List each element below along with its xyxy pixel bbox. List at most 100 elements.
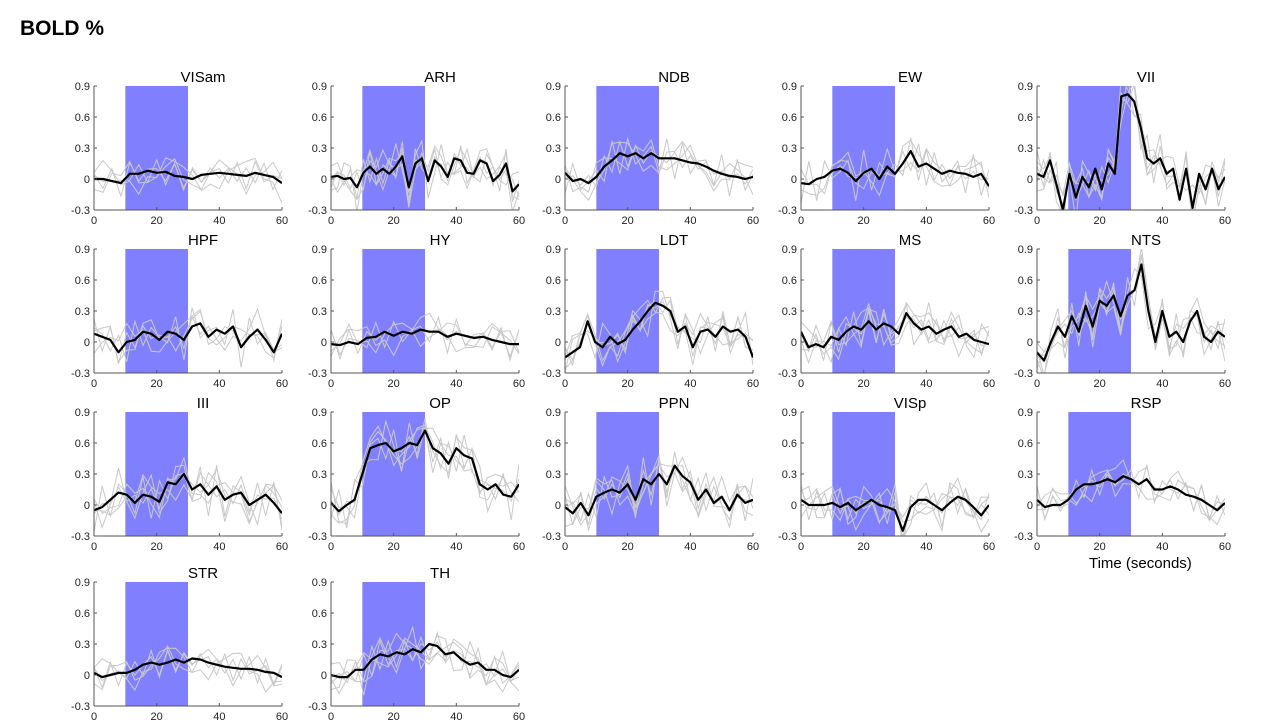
x-tick-label: 20 xyxy=(388,378,400,390)
x-tick-label: 40 xyxy=(1156,378,1168,390)
x-tick-label: 0 xyxy=(1034,215,1040,227)
x-tick-label: 40 xyxy=(213,378,225,390)
trial-line xyxy=(94,647,282,693)
trial-line xyxy=(565,463,753,532)
y-tick-label: 0.9 xyxy=(782,81,797,93)
y-tick-label: 0 xyxy=(84,500,90,512)
y-tick-label: 0 xyxy=(1027,337,1033,349)
y-tick-label: 0.6 xyxy=(546,112,561,124)
y-tick-label: 0.6 xyxy=(782,438,797,450)
x-tick-label: 20 xyxy=(1094,378,1106,390)
y-tick-label: 0.9 xyxy=(75,81,90,93)
trial-line xyxy=(801,484,989,536)
trial-line xyxy=(331,637,519,695)
y-tick-label: -0.3 xyxy=(1014,205,1033,217)
panel-title: HY xyxy=(430,232,451,249)
x-tick-label: 40 xyxy=(920,215,932,227)
x-tick-label: 0 xyxy=(328,215,334,227)
y-tick-label: 0.9 xyxy=(312,244,327,256)
y-tick-label: 0.6 xyxy=(312,608,327,620)
y-tick-label: 0.6 xyxy=(312,438,327,450)
trial-line xyxy=(1037,464,1225,522)
y-tick-label: 0.9 xyxy=(1018,407,1033,419)
trial-line xyxy=(331,148,519,204)
y-tick-label: 0.9 xyxy=(75,244,90,256)
mean-line xyxy=(94,322,282,354)
x-tick-label: 0 xyxy=(328,378,334,390)
y-tick-label: 0.3 xyxy=(782,306,797,318)
y-tick-label: 0.9 xyxy=(546,244,561,256)
x-tick-label: 60 xyxy=(276,541,288,553)
trial-line xyxy=(331,145,519,210)
y-tick-label: -0.3 xyxy=(71,368,90,380)
y-tick-label: 0 xyxy=(555,500,561,512)
x-tick-label: 0 xyxy=(562,378,568,390)
y-tick-label: -0.3 xyxy=(542,368,561,380)
y-tick-label: 0 xyxy=(791,337,797,349)
y-tick-label: 0 xyxy=(321,174,327,186)
y-tick-label: 0.9 xyxy=(75,577,90,589)
stimulus-window xyxy=(125,86,188,210)
y-tick-label: 0 xyxy=(84,174,90,186)
y-tick-label: 0 xyxy=(321,670,327,682)
x-tick-label: 40 xyxy=(213,215,225,227)
y-tick-label: 0.3 xyxy=(782,469,797,481)
y-tick-label: 0.3 xyxy=(312,639,327,651)
mean-line xyxy=(801,150,989,187)
y-tick-label: 0.6 xyxy=(75,275,90,287)
y-tick-label: 0.3 xyxy=(75,639,90,651)
trial-line xyxy=(94,644,282,691)
y-tick-label: 0 xyxy=(555,337,561,349)
x-tick-label: 60 xyxy=(276,215,288,227)
y-tick-label: 0.6 xyxy=(782,275,797,287)
x-tick-label: 40 xyxy=(450,711,462,720)
trial-line xyxy=(331,312,519,357)
y-tick-label: 0.9 xyxy=(782,407,797,419)
x-tick-label: 60 xyxy=(747,378,759,390)
y-tick-label: 0.6 xyxy=(546,275,561,287)
y-tick-label: -0.3 xyxy=(778,205,797,217)
x-tick-label: 40 xyxy=(920,541,932,553)
panel-title: OP xyxy=(429,395,451,412)
y-tick-label: 0 xyxy=(1027,500,1033,512)
mean-line xyxy=(331,155,519,193)
trial-line xyxy=(565,463,753,527)
x-tick-label: 40 xyxy=(684,541,696,553)
stimulus-window xyxy=(832,86,895,210)
x-tick-label: 0 xyxy=(562,541,568,553)
trial-line xyxy=(1037,86,1225,210)
trial-line xyxy=(565,140,753,188)
mean-line xyxy=(1037,93,1225,210)
x-tick-label: 20 xyxy=(388,711,400,720)
y-tick-label: 0.9 xyxy=(1018,244,1033,256)
y-tick-label: 0.9 xyxy=(312,81,327,93)
x-tick-label: 60 xyxy=(513,215,525,227)
trial-line xyxy=(801,301,989,365)
y-tick-label: -0.3 xyxy=(308,205,327,217)
y-tick-label: 0.3 xyxy=(546,143,561,155)
x-tick-label: 60 xyxy=(1219,215,1231,227)
panel-title: VISp xyxy=(894,395,927,412)
trial-line xyxy=(331,625,519,696)
y-tick-label: 0.3 xyxy=(1018,469,1033,481)
trial-line xyxy=(801,306,989,361)
x-tick-label: 40 xyxy=(684,215,696,227)
y-tick-label: 0 xyxy=(791,500,797,512)
x-tick-label: 60 xyxy=(1219,378,1231,390)
x-tick-label: 0 xyxy=(798,541,804,553)
y-tick-label: 0 xyxy=(321,337,327,349)
trial-line xyxy=(1037,267,1225,373)
panel-title: NTS xyxy=(1131,232,1161,249)
x-tick-label: 60 xyxy=(513,711,525,720)
y-tick-label: -0.3 xyxy=(1014,531,1033,543)
trial-line xyxy=(331,422,519,529)
y-tick-label: 0.6 xyxy=(312,275,327,287)
stimulus-window xyxy=(596,86,659,210)
y-tick-label: 0.9 xyxy=(546,407,561,419)
x-tick-label: 20 xyxy=(622,541,634,553)
